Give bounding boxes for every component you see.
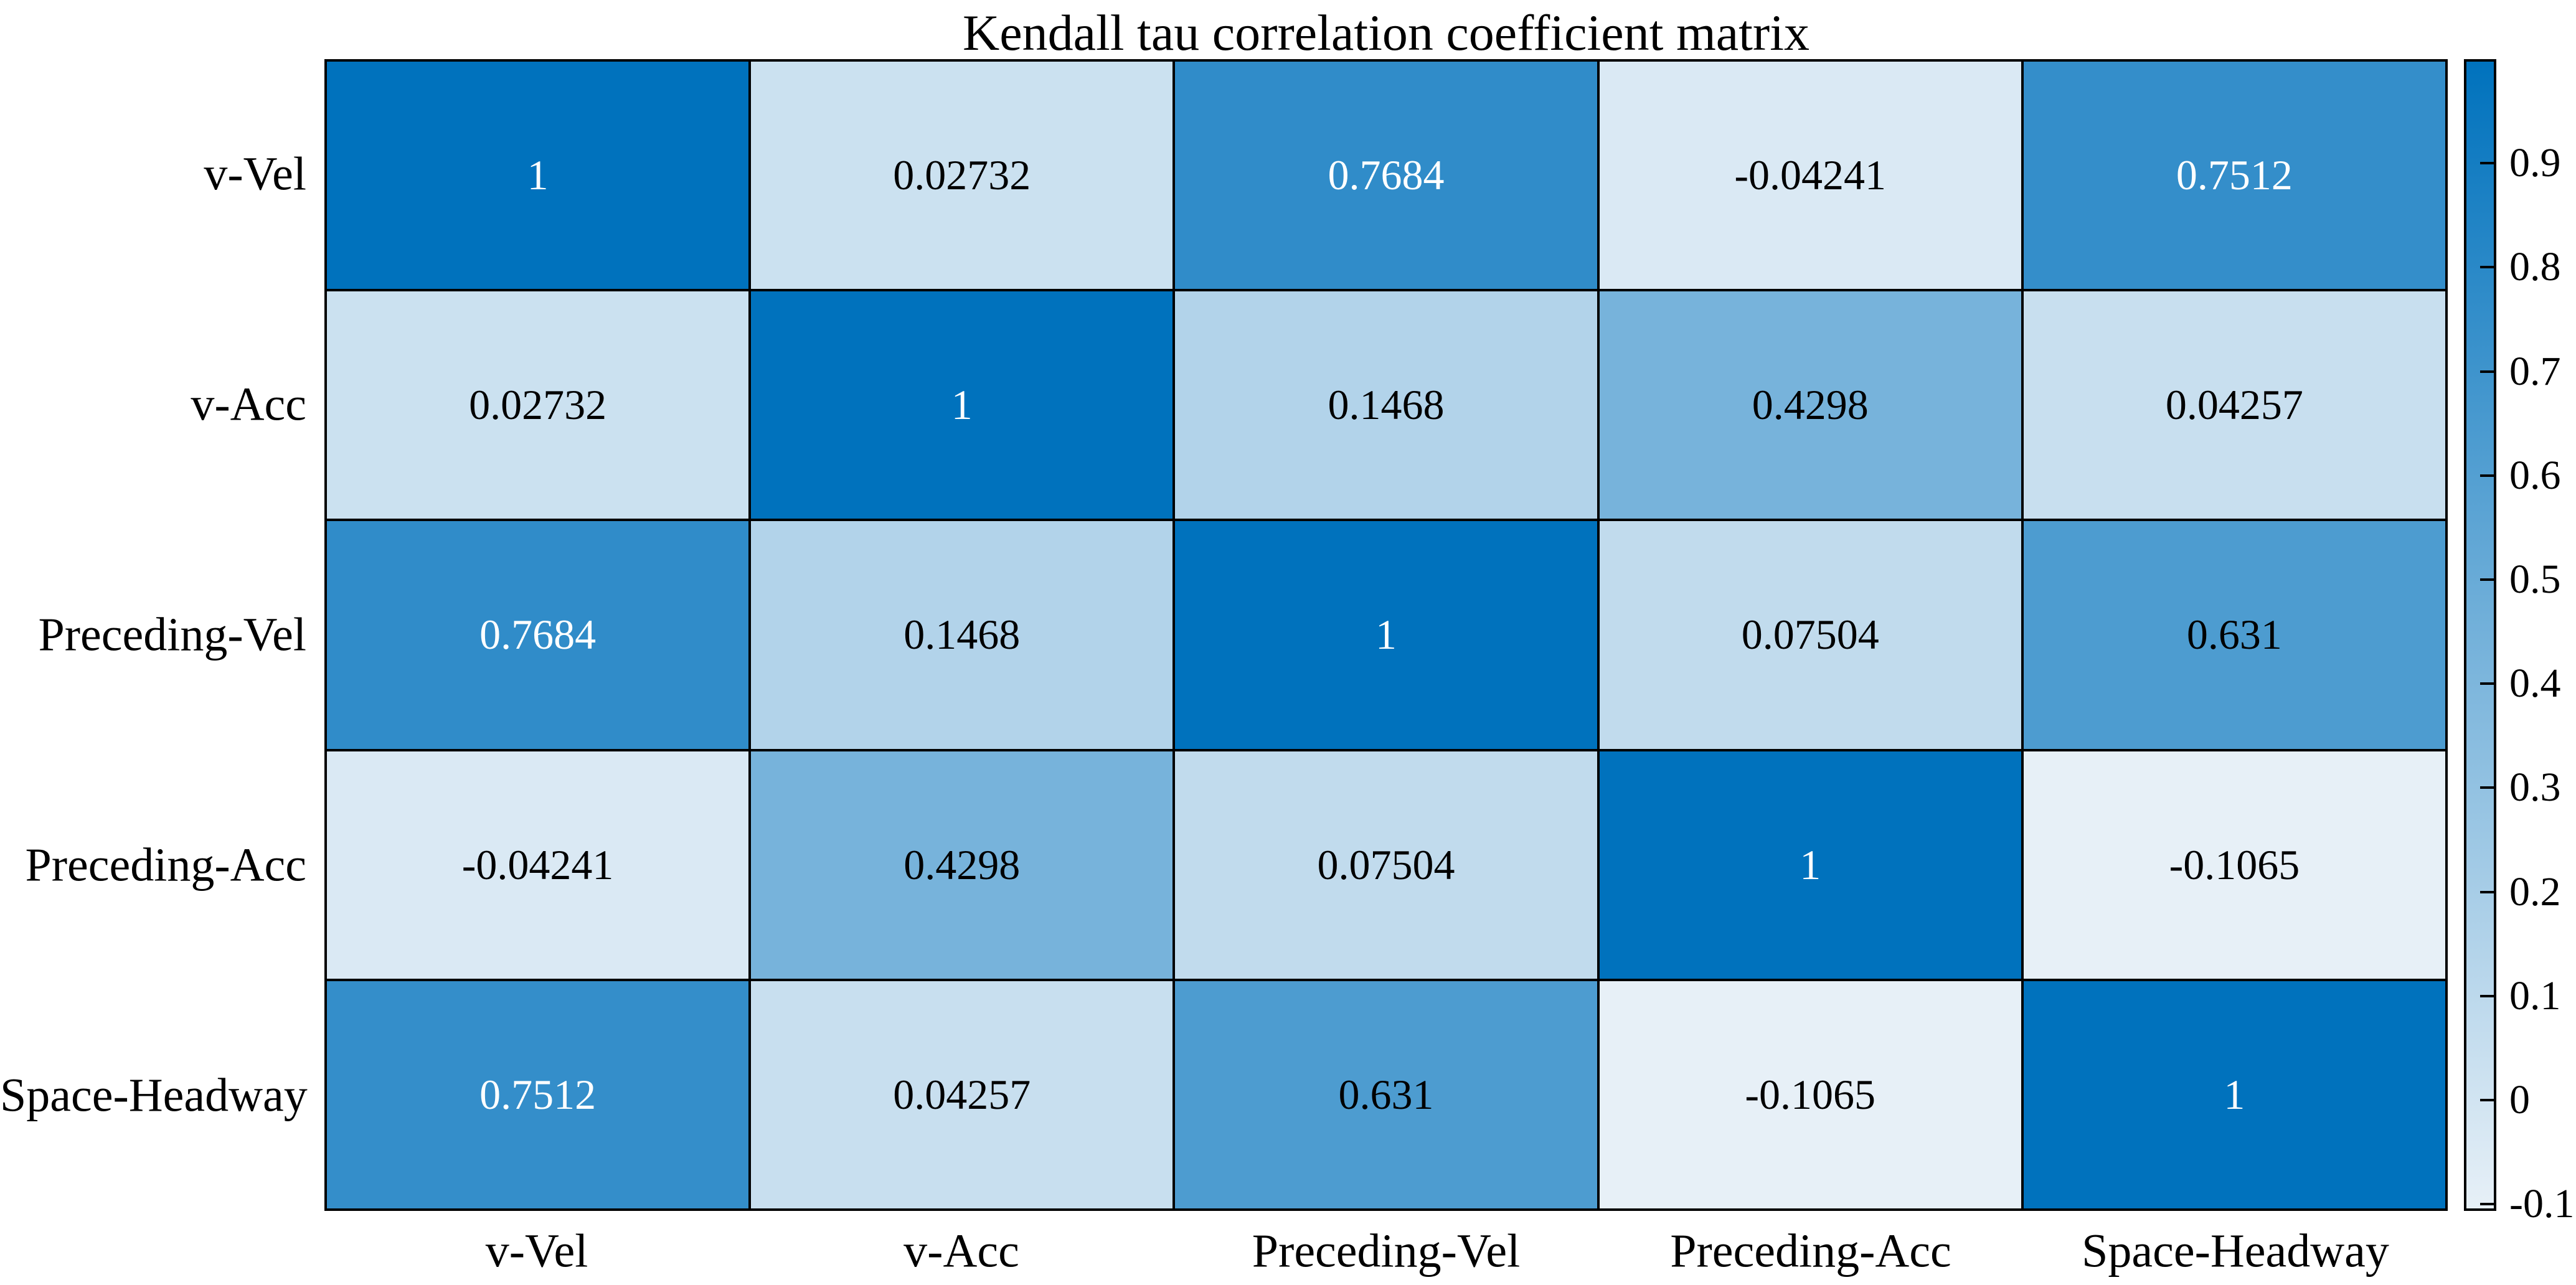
col-label: v-Vel [485,1225,588,1278]
heatmap-cell: 0.02732 [326,290,750,520]
cell-value: -0.1065 [1745,1070,1876,1118]
cell-value: 0.1468 [903,611,1021,659]
cell-value: 0.02732 [469,381,607,429]
heatmap-cell: 0.07504 [1174,750,1598,980]
row-label: Space-Headway [0,1069,308,1122]
colorbar-tick-label: 0.4 [2509,661,2561,707]
colorbar-tick-label: 0.2 [2509,868,2561,915]
colorbar-tick [2480,266,2494,269]
heatmap-cell: 0.631 [1174,979,1598,1210]
row-label: v-Acc [191,378,306,431]
cell-value: 0.7512 [479,1070,597,1118]
cell-value: 1 [951,381,973,429]
heatmap-cell: 0.4298 [1598,290,2022,520]
col-label: v-Acc [903,1225,1019,1278]
cell-value: 0.07504 [1741,611,1879,659]
col-label: Preceding-Vel [1252,1225,1521,1278]
heatmap-cell: 1 [1598,750,2022,980]
col-label: Preceding-Acc [1670,1225,1951,1278]
heatmap-cell: 1 [326,60,750,291]
cell-value: 1 [1800,840,1821,888]
chart-title: Kendall tau correlation coefficient matr… [962,4,1809,61]
heatmap-cell: -0.04241 [326,750,750,980]
colorbar-tick-label: 0.6 [2509,452,2561,498]
heatmap-cell: 0.7512 [2022,60,2446,291]
cell-value: -0.04241 [1734,151,1887,199]
colorbar-tick [2480,578,2494,581]
heatmap-cell: 0.631 [2022,520,2446,750]
colorbar-tick-label: 0.9 [2509,140,2561,186]
cell-value: 0.7684 [479,611,597,659]
cell-value: 1 [527,151,549,199]
colorbar-tick [2480,370,2494,373]
colorbar-tick [2480,162,2494,165]
cell-value: 0.04257 [2165,381,2303,429]
heatmap-cell: -0.1065 [2022,750,2446,980]
cell-value: 0.7684 [1328,151,1445,199]
heatmap-cell: 0.07504 [1598,520,2022,750]
heatmap-cell: 0.4298 [750,750,1174,980]
colorbar-tick [2480,682,2494,685]
cell-value: 0.7512 [2176,151,2293,199]
cell-value: 0.4298 [1752,381,1869,429]
colorbar-tick-label: -0.1 [2509,1181,2575,1227]
cell-value: 0.4298 [903,840,1021,888]
colorbar-tick [2480,890,2494,893]
colorbar-tick-label: 0.3 [2509,765,2561,811]
heatmap-cell: 0.7684 [1174,60,1598,291]
col-label: Space-Headway [2082,1225,2389,1278]
cell-value: 0.07504 [1317,840,1455,888]
heatmap-cell: 0.7512 [326,979,750,1210]
cell-value: 0.02732 [893,151,1031,199]
heatmap-cell: 0.7684 [326,520,750,750]
cell-value: -0.04241 [461,840,614,888]
row-label: Preceding-Vel [38,608,306,661]
colorbar-tick-label: 0 [2509,1076,2530,1123]
colorbar-tick [2480,474,2494,477]
colorbar-tick [2480,786,2494,789]
row-label: v-Vel [204,148,306,200]
heatmap-cell: -0.04241 [1598,60,2022,291]
heatmap-cell: 0.02732 [750,60,1174,291]
heatmap-cell: -0.1065 [1598,979,2022,1210]
cell-value: 1 [1375,611,1397,659]
row-label: Preceding-Acc [25,839,306,892]
heatmap-cell: 1 [2022,979,2446,1210]
colorbar-tick-label: 0.1 [2509,972,2561,1019]
colorbar-tick-label: 0.7 [2509,348,2561,394]
colorbar-tick-label: 0.5 [2509,556,2561,602]
heatmap-cell: 0.04257 [2022,290,2446,520]
heatmap-cell: 0.1468 [750,520,1174,750]
heatmap-cell: 1 [1174,520,1598,750]
cell-value: 0.04257 [893,1070,1031,1118]
cell-value: 0.1468 [1328,381,1445,429]
cell-value: 0.631 [1338,1070,1434,1118]
colorbar-tick [2480,1098,2494,1101]
cell-value: 1 [2224,1070,2245,1118]
heatmap-grid: 1 0.02732 0.7684 -0.04241 0.7512 0.02732 1 0.14… [324,59,2448,1211]
colorbar-tick-label: 0.8 [2509,244,2561,290]
cell-value: 0.631 [2186,611,2282,659]
colorbar [2464,59,2496,1211]
cell-value: -0.1065 [2169,840,2300,888]
heatmap-cell: 0.1468 [1174,290,1598,520]
heatmap-cell: 1 [750,290,1174,520]
colorbar-tick [2480,1203,2494,1206]
colorbar-tick [2480,994,2494,997]
heatmap-cell: 0.04257 [750,979,1174,1210]
